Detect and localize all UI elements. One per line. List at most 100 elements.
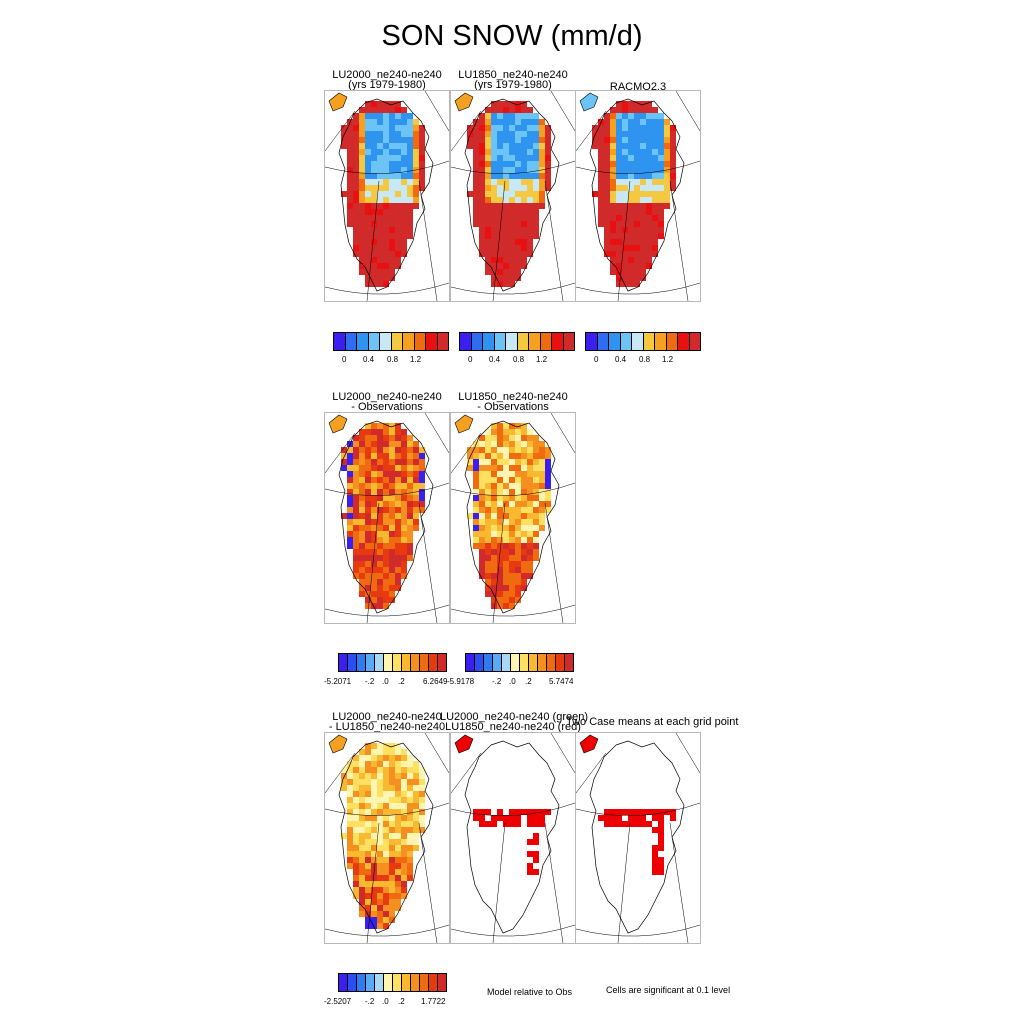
grid-cell — [347, 477, 353, 483]
grid-cell — [622, 263, 628, 269]
grid-cell — [383, 773, 389, 779]
grid-cell — [610, 263, 616, 269]
grid-cell — [359, 197, 365, 203]
grid-cell — [640, 101, 646, 107]
grid-cell — [628, 221, 634, 227]
grid-cell — [383, 863, 389, 869]
grid-cell — [485, 215, 491, 221]
grid-cell — [371, 263, 377, 269]
grid-cell — [389, 495, 395, 501]
grid-cell — [515, 543, 521, 549]
colorbar-swatch — [556, 654, 565, 671]
grid-cell — [473, 155, 479, 161]
grid-cell — [497, 191, 503, 197]
grid-cell — [598, 203, 604, 209]
grid-cell — [383, 537, 389, 543]
tick-label: .0 — [382, 677, 389, 686]
grid-cell — [652, 857, 658, 863]
grid-cell — [664, 137, 670, 143]
grid-cell — [598, 815, 604, 821]
grid-cell — [395, 827, 401, 833]
grid-cell — [365, 125, 371, 131]
grid-cell — [395, 809, 401, 815]
grid-cell — [407, 435, 413, 441]
grid-cell — [473, 489, 479, 495]
grid-cell — [664, 203, 670, 209]
grid-cell — [359, 525, 365, 531]
grid-cell — [347, 845, 353, 851]
grid-cell — [533, 495, 539, 501]
grid-cell — [401, 489, 407, 495]
grid-cell — [365, 833, 371, 839]
grid-cell — [407, 483, 413, 489]
grid-cell — [515, 227, 521, 233]
grid-cell — [371, 851, 377, 857]
grid-cell — [533, 489, 539, 495]
lon-line — [576, 752, 607, 794]
grid-cell — [401, 459, 407, 465]
greenland-map-lu1850-diff — [451, 413, 575, 623]
grid-cell — [485, 227, 491, 233]
note-significance: Cells are significant at 0.1 level — [606, 985, 731, 995]
grid-cell — [407, 827, 413, 833]
colorbar-swatch — [552, 333, 564, 350]
grid-cell — [509, 209, 515, 215]
grid-cell — [521, 215, 527, 221]
panel-title-r1c2: LU1850_ne240-ne240 (yrs 1979-1980) — [458, 69, 568, 91]
grid-cell — [353, 881, 359, 887]
grid-cell — [365, 465, 371, 471]
grid-cell — [610, 161, 616, 167]
grid-cell — [491, 423, 497, 429]
grid-cell — [485, 507, 491, 513]
grid-cell — [485, 447, 491, 453]
grid-cell — [371, 173, 377, 179]
grid-cell — [395, 119, 401, 125]
grid-cell — [473, 209, 479, 215]
grid-cell — [521, 549, 527, 555]
grid-cell — [610, 125, 616, 131]
grid-cell — [479, 519, 485, 525]
coastline — [589, 740, 685, 934]
grid-cell — [353, 143, 359, 149]
colorbar-swatch — [460, 333, 472, 350]
grid-cell — [389, 501, 395, 507]
grid-cell — [473, 507, 479, 513]
grid-cell — [503, 251, 509, 257]
grid-cell — [497, 591, 503, 597]
grid-cell — [479, 555, 485, 561]
grid-cell — [359, 495, 365, 501]
grid-cell — [389, 155, 395, 161]
grid-cell — [377, 191, 383, 197]
grid-cell — [652, 215, 658, 221]
grid-cell — [395, 561, 401, 567]
grid-cell — [491, 185, 497, 191]
grid-cell — [383, 887, 389, 893]
grid-cell — [395, 155, 401, 161]
grid-cell — [371, 209, 377, 215]
grid-cell — [377, 749, 383, 755]
grid-cell — [407, 839, 413, 845]
grid-cell — [598, 131, 604, 137]
grid-cell — [604, 131, 610, 137]
coastline — [464, 740, 560, 934]
grid-cell — [497, 203, 503, 209]
grid-cell — [353, 209, 359, 215]
grid-cell — [509, 821, 515, 827]
grid-cell — [479, 483, 485, 489]
grid-cell — [509, 513, 515, 519]
grid-cell — [353, 185, 359, 191]
map-panel-significance-2 — [575, 732, 701, 944]
grid-cell — [634, 155, 640, 161]
grid-cell — [383, 851, 389, 857]
grid-cell — [365, 453, 371, 459]
grid-cell — [401, 203, 407, 209]
grid-cell — [395, 447, 401, 453]
grid-cell — [359, 857, 365, 863]
grid-cell — [604, 137, 610, 143]
grid-cell — [503, 233, 509, 239]
lon-line — [492, 180, 506, 301]
grid-cell — [371, 899, 377, 905]
grid-cell — [509, 215, 515, 221]
tick-label: 5.7474 — [549, 677, 574, 686]
grid-cell — [359, 185, 365, 191]
